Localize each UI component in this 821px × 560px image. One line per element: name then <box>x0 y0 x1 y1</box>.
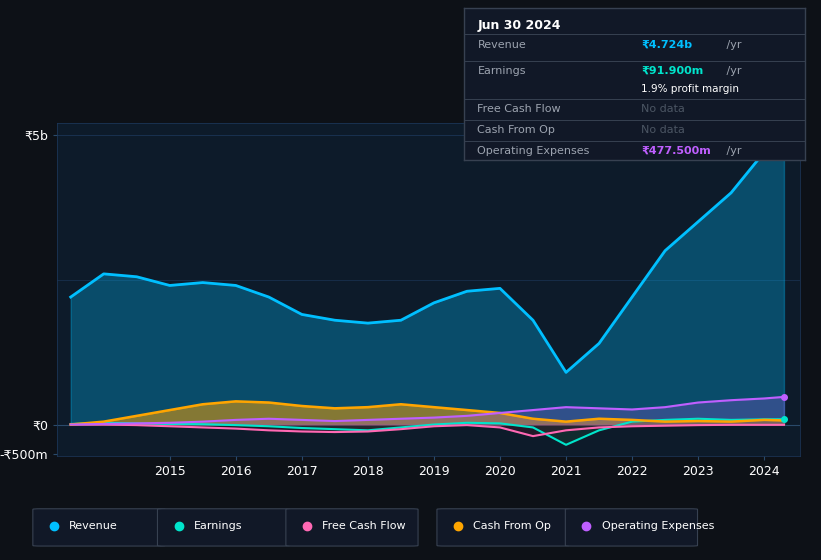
FancyBboxPatch shape <box>33 508 165 546</box>
Text: ₹4.724b: ₹4.724b <box>641 40 692 50</box>
Text: Operating Expenses: Operating Expenses <box>602 521 714 531</box>
Text: Jun 30 2024: Jun 30 2024 <box>478 19 561 32</box>
Text: /yr: /yr <box>722 66 741 76</box>
Text: Cash From Op: Cash From Op <box>478 125 555 135</box>
FancyBboxPatch shape <box>158 508 290 546</box>
Text: Revenue: Revenue <box>478 40 526 50</box>
Text: No data: No data <box>641 104 685 114</box>
Text: Earnings: Earnings <box>478 66 526 76</box>
Text: ₹477.500m: ₹477.500m <box>641 146 711 156</box>
Text: /yr: /yr <box>722 146 741 156</box>
FancyBboxPatch shape <box>286 508 418 546</box>
FancyBboxPatch shape <box>437 508 569 546</box>
Text: Revenue: Revenue <box>69 521 118 531</box>
Text: Free Cash Flow: Free Cash Flow <box>322 521 406 531</box>
Text: No data: No data <box>641 125 685 135</box>
Text: Free Cash Flow: Free Cash Flow <box>478 104 561 114</box>
Text: Operating Expenses: Operating Expenses <box>478 146 589 156</box>
Text: ₹91.900m: ₹91.900m <box>641 66 704 76</box>
Text: Cash From Op: Cash From Op <box>473 521 551 531</box>
Text: /yr: /yr <box>722 40 741 50</box>
FancyBboxPatch shape <box>566 508 698 546</box>
Text: 1.9% profit margin: 1.9% profit margin <box>641 84 739 94</box>
Text: Earnings: Earnings <box>194 521 242 531</box>
